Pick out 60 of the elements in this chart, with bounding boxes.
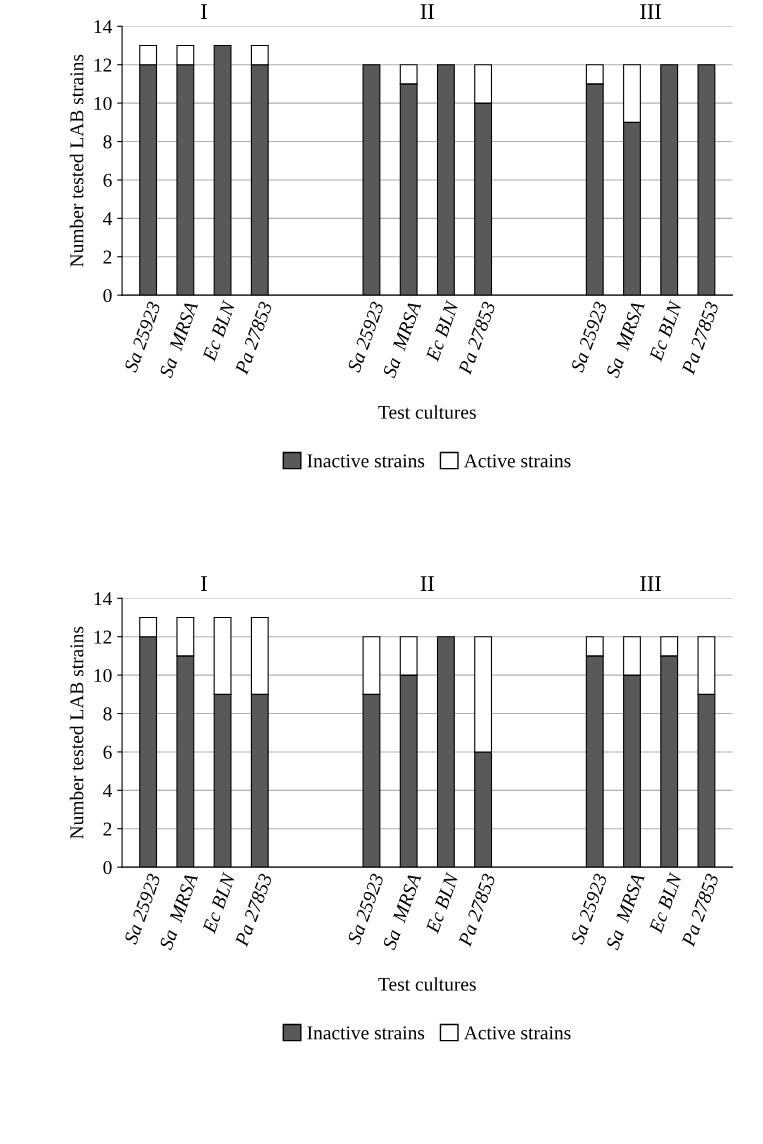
x-tick-label: Sa 25923 [570, 300, 608, 373]
text: I [201, 4, 207, 19]
x-tick-label: Sa MRSA [159, 300, 199, 379]
y-axis-title: Number tested LAB strains [69, 54, 84, 267]
x-tick-label: Sa 25923 [347, 300, 385, 373]
text: I [201, 576, 207, 591]
y-tick-label: 0 [103, 860, 112, 875]
y-tick-label: 8 [103, 135, 112, 149]
legend-label: Inactive strains [307, 454, 425, 468]
legend-label: Active strains [463, 1026, 571, 1040]
text: III [640, 576, 661, 591]
x-axis-title: Test cultures [378, 977, 476, 991]
y-tick-label: 6 [103, 173, 112, 187]
y-tick-label: 14 [94, 592, 113, 606]
y-tick-label: 12 [94, 58, 112, 72]
y-tick-label: 2 [103, 822, 112, 836]
x-tick-label: Ec BLN [202, 299, 236, 363]
x-tick-label: Sa 25923 [347, 872, 385, 945]
x-tick-label: Pa 27853 [681, 300, 720, 376]
y-tick-label: 2 [103, 250, 112, 264]
bar [660, 64, 679, 296]
y-tick-label: 10 [94, 96, 112, 111]
x-tick-label: Sa MRSA [382, 872, 422, 951]
legend-label: Active strains [463, 454, 571, 468]
x-tick-label: Sa MRSA [382, 300, 422, 379]
x-tick-label: Ec BLN [425, 871, 460, 935]
x-tick-label: Sa MRSA [159, 872, 199, 951]
x-tick-label: Sa 25923 [123, 300, 161, 373]
bar [362, 64, 381, 296]
y-tick-label: 4 [103, 212, 113, 226]
x-tick-label: Pa 27853 [457, 300, 496, 376]
x-tick-label: Sa MRSA [605, 300, 645, 379]
y-tick-label: 12 [94, 630, 112, 644]
x-axis-title: Test cultures [378, 405, 476, 419]
x-tick-label: Sa MRSA [605, 872, 645, 951]
x-tick-label: Ec BLN [425, 299, 460, 363]
bar [213, 44, 232, 296]
x-tick-label: Sa 25923 [123, 872, 161, 945]
y-tick-label: 0 [103, 288, 112, 303]
y-tick-label: 10 [94, 668, 112, 683]
x-tick-label: Ec BLN [202, 871, 236, 935]
y-tick-label: 14 [94, 20, 113, 34]
bar [697, 64, 716, 296]
text: II [420, 4, 434, 19]
y-tick-label: 6 [103, 745, 112, 759]
bar [436, 636, 455, 868]
x-tick-label: Ec BLN [648, 299, 683, 363]
x-tick-label: Pa 27853 [457, 872, 496, 948]
y-axis-title: Number tested LAB strains [69, 626, 84, 839]
text: III [640, 4, 661, 19]
x-tick-label: Pa 27853 [681, 872, 720, 948]
y-tick-label: 8 [103, 707, 112, 721]
x-tick-label: Pa 27853 [234, 872, 273, 948]
x-tick-label: Sa 25923 [570, 872, 608, 945]
x-tick-label: Ec BLN [648, 871, 683, 935]
legend-label: Inactive strains [307, 1026, 425, 1040]
x-tick-label: Pa 27853 [234, 300, 273, 376]
text: II [420, 576, 434, 591]
bar [436, 64, 455, 296]
y-tick-label: 4 [103, 784, 113, 798]
